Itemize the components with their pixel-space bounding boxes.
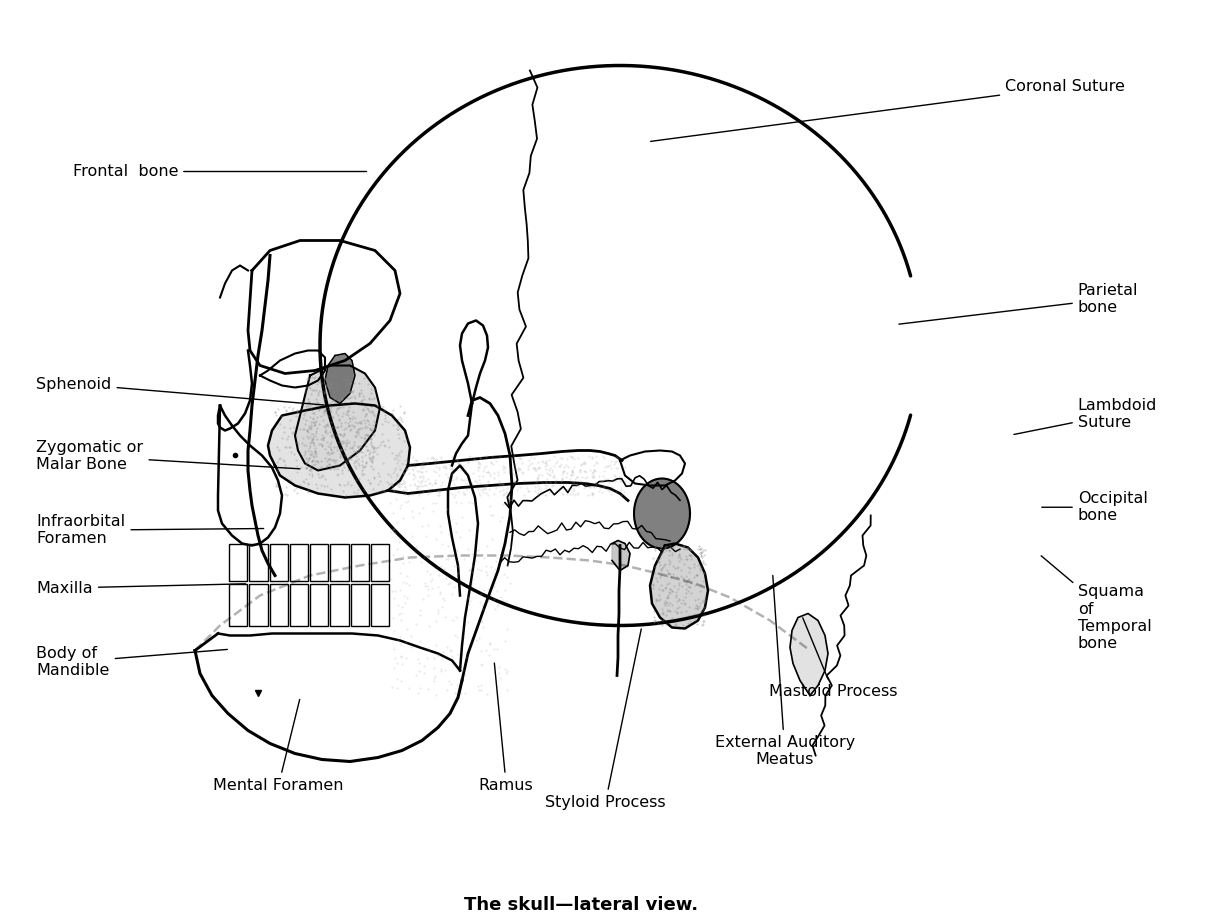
Polygon shape [268, 403, 411, 497]
Bar [289, 543, 308, 580]
Polygon shape [295, 366, 380, 471]
Text: Infraorbital
Foramen: Infraorbital Foramen [36, 514, 264, 546]
Bar [371, 584, 389, 625]
Text: Zygomatic or
Malar Bone: Zygomatic or Malar Bone [36, 440, 300, 472]
Bar [350, 584, 369, 625]
Polygon shape [325, 354, 355, 403]
Bar [310, 543, 328, 580]
Bar [331, 543, 349, 580]
Text: External Auditory
Meatus: External Auditory Meatus [714, 576, 855, 767]
Bar [371, 543, 389, 580]
Text: Parietal
bone: Parietal bone [899, 283, 1138, 324]
Bar [331, 584, 349, 625]
Bar [350, 543, 369, 580]
Polygon shape [650, 543, 708, 628]
Bar [289, 584, 308, 625]
Text: Maxilla: Maxilla [36, 580, 246, 596]
Bar [249, 543, 268, 580]
Bar [229, 584, 247, 625]
Bar [229, 543, 247, 580]
Text: Coronal Suture: Coronal Suture [650, 79, 1125, 142]
Polygon shape [612, 541, 630, 570]
Text: The skull—lateral view.: The skull—lateral view. [464, 896, 699, 915]
Text: Lambdoid
Suture: Lambdoid Suture [1014, 398, 1158, 435]
Text: Occipital
bone: Occipital bone [1041, 491, 1148, 523]
Text: Sphenoid: Sphenoid [36, 377, 325, 405]
Bar [249, 584, 268, 625]
Bar [310, 584, 328, 625]
Bar [270, 543, 288, 580]
Text: Frontal  bone: Frontal bone [73, 164, 367, 179]
Text: Squama
of
Temporal
bone: Squama of Temporal bone [1041, 555, 1152, 651]
Text: Ramus: Ramus [478, 663, 534, 793]
Text: Styloid Process: Styloid Process [545, 629, 666, 810]
Text: Body of
Mandible: Body of Mandible [36, 646, 228, 678]
Polygon shape [790, 613, 828, 695]
Text: Mental Foramen: Mental Foramen [213, 699, 344, 793]
Text: Mastoid Process: Mastoid Process [769, 618, 897, 699]
Polygon shape [635, 479, 690, 549]
Bar [270, 584, 288, 625]
